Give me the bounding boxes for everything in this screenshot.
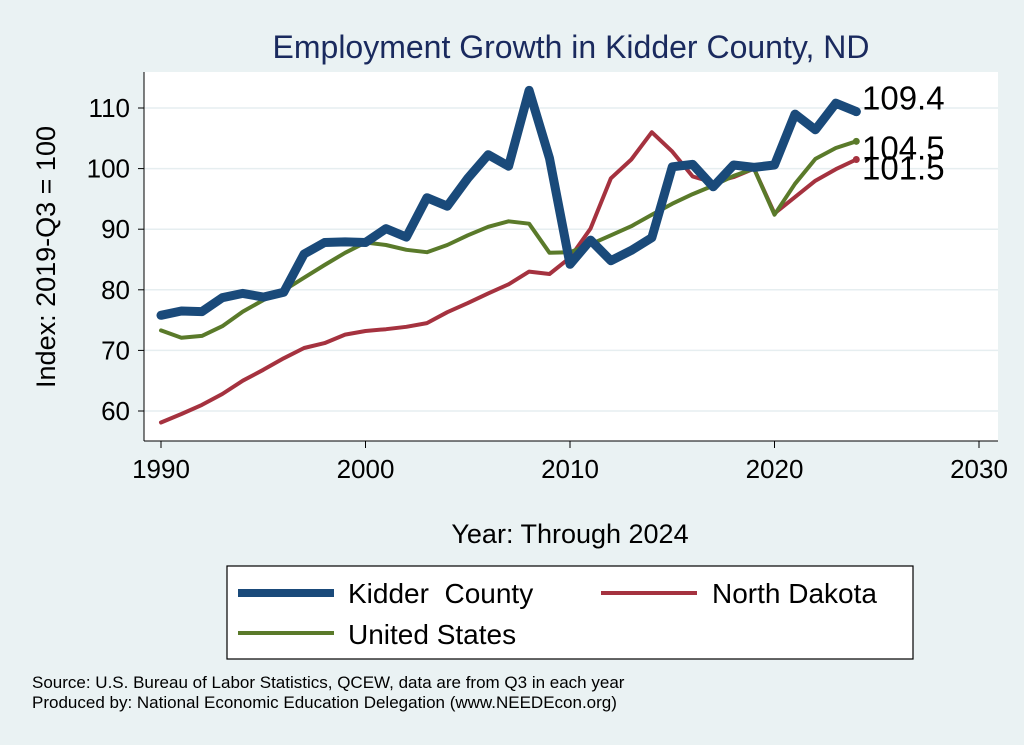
x-tick-label-2020: 2020 bbox=[746, 454, 804, 484]
chart-title: Employment Growth in Kidder County, ND bbox=[273, 29, 870, 65]
end-label-north-dakota: 101.5 bbox=[862, 150, 945, 187]
end-point-kidder bbox=[851, 107, 861, 117]
end-point-united-states bbox=[852, 137, 860, 145]
series-line-kidder bbox=[156, 85, 861, 320]
x-axis-title: Year: Through 2024 bbox=[451, 519, 688, 549]
x-tick-label-1990: 1990 bbox=[132, 454, 190, 484]
y-tick-label-110: 110 bbox=[89, 93, 130, 123]
y-tick-label-90: 90 bbox=[101, 214, 130, 244]
y-tick-label-60: 60 bbox=[101, 396, 130, 426]
legend-box bbox=[226, 565, 914, 660]
series-lines bbox=[156, 85, 861, 425]
x-tick-label-2010: 2010 bbox=[541, 454, 599, 484]
legend: Kidder County North Dakota United States bbox=[226, 565, 914, 660]
legend-label-united-states: United States bbox=[348, 619, 516, 650]
y-tick-label-100: 100 bbox=[87, 154, 130, 184]
produced-by-note: Produced by: National Economic Education… bbox=[32, 693, 617, 712]
source-note: Source: U.S. Bureau of Labor Statistics,… bbox=[32, 673, 625, 692]
end-label-kidder: 109.4 bbox=[862, 80, 945, 117]
x-tick-label-2000: 2000 bbox=[337, 454, 395, 484]
x-ticks: 1990 2000 2010 2020 2030 bbox=[132, 441, 1008, 484]
end-label-united-states: 104.5 bbox=[862, 129, 945, 166]
legend-label-north-dakota: North Dakota bbox=[712, 578, 877, 609]
y-axis-title: Index: 2019-Q3 = 100 bbox=[31, 126, 61, 388]
y-ticks: 60 70 80 90 100 110 bbox=[87, 93, 144, 426]
end-point-north-dakota bbox=[852, 156, 860, 164]
y-tick-label-70: 70 bbox=[101, 335, 130, 365]
x-tick-label-2030: 2030 bbox=[950, 454, 1008, 484]
y-tick-label-80: 80 bbox=[101, 275, 130, 305]
legend-label-kidder: Kidder County bbox=[348, 578, 533, 609]
